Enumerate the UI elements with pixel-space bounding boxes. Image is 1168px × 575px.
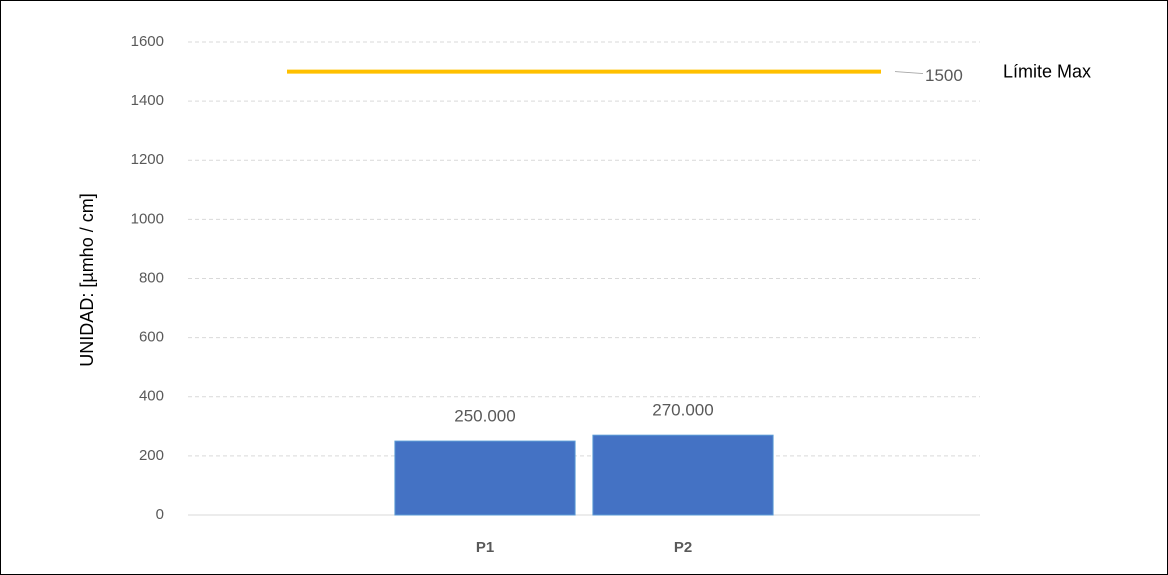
x-tick-label: P2 [674,539,692,556]
y-tick-label: 800 [139,269,164,286]
y-tick-label: 400 [139,388,164,405]
y-tick-label: 600 [139,329,164,346]
data-label: 270.000 [652,401,713,420]
legend-label: Límite Max [1003,61,1091,81]
leader-line [894,71,924,75]
y-tick-label: 1400 [131,92,164,109]
data-label: 250.000 [454,407,515,426]
y-tick-label: 1600 [131,33,164,50]
y-tick-label: 1000 [131,210,164,227]
bar [394,440,576,516]
y-axis-label: UNIDAD: [µmho / cm] [77,193,97,366]
y-tick-label: 200 [139,447,164,464]
data-label: 1500 [925,66,963,85]
y-tick-label: 0 [156,506,164,523]
y-tick-label: 1200 [131,151,164,168]
bar [592,434,774,516]
x-tick-label: P1 [476,539,494,556]
